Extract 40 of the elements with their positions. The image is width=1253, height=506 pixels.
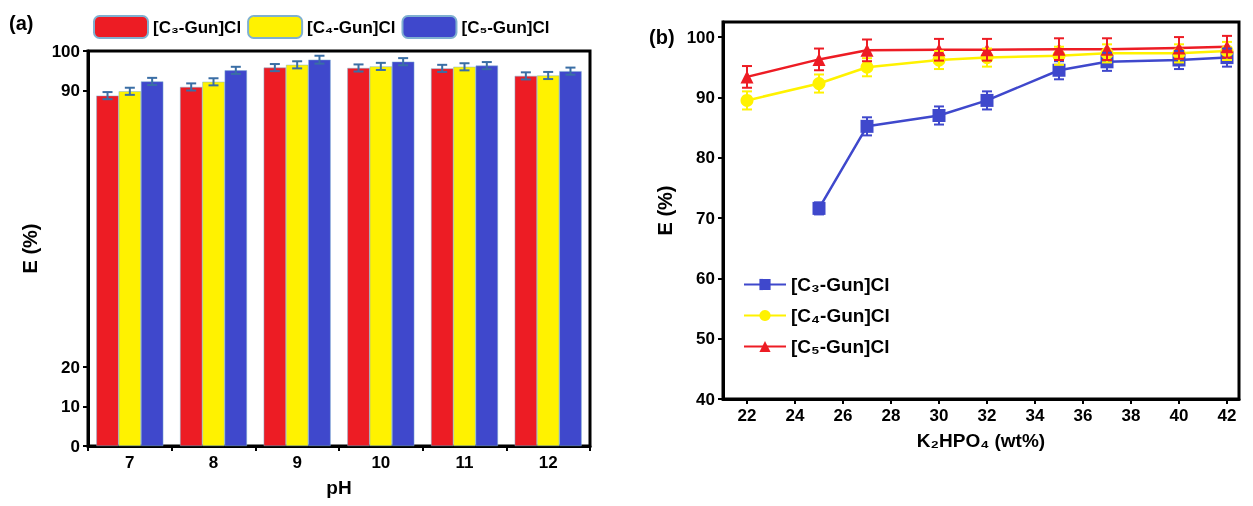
y-tick-label: 50 [696,329,715,349]
x-tick-label: 38 [1121,406,1141,425]
y-tick-label: 100 [51,41,80,61]
x-tick-label: 24 [785,406,805,425]
x-tick-label: 10 [371,453,391,472]
legend-label: [C₃-Gun]Cl [791,274,890,295]
legend-label: [C₅-Gun]Cl [791,336,890,357]
x-tick-label: 42 [1217,406,1237,425]
x-tick-label: 22 [737,406,757,425]
legend-label: [C₅-Gun]Cl [461,17,550,37]
x-axis-title: pH [326,477,352,498]
x-tick-label: 26 [833,406,853,425]
x-tick-label: 40 [1169,406,1189,425]
y-tick-label: 40 [696,389,715,409]
y-tick-label: 60 [696,268,715,288]
legend-label: [C₄-Gun]Cl [307,17,396,37]
chart-title: (a) [9,12,34,34]
y-tick-label: 90 [61,81,80,100]
x-tick-label: 30 [929,406,949,425]
y-tick-label: 80 [696,148,715,168]
x-tick-label: 36 [1073,406,1093,425]
x-tick-label: 28 [881,406,901,425]
x-tick-label: 32 [977,406,997,425]
y-tick-label: 100 [686,27,715,47]
y-tick-label: 20 [61,357,80,377]
x-tick-label: 11 [455,453,474,472]
legend-label: [C₄-Gun]Cl [791,305,890,326]
legend-label: [C₃-Gun]Cl [153,17,242,37]
x-tick-label: 34 [1025,406,1045,425]
x-tick-label: 7 [125,453,135,472]
y-axis-title: E (%) [654,185,676,236]
x-tick-label: 8 [208,453,219,472]
x-tick-label: 9 [292,453,302,472]
y-axis-title: E (%) [19,223,41,274]
x-axis-title: K₂HPO₄ (wt%) [916,430,1046,451]
y-tick-label: 0 [70,436,80,456]
chart-title: (b) [649,26,675,48]
x-tick-label: 12 [538,453,558,472]
y-tick-label: 70 [696,208,715,228]
y-tick-label: 90 [696,87,715,107]
